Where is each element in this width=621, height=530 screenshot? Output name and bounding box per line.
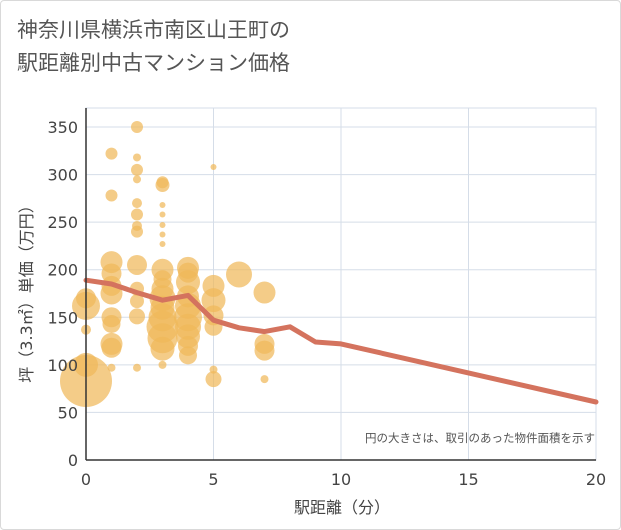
data-bubble [179, 346, 197, 365]
data-bubble [132, 198, 142, 209]
data-bubble [129, 308, 145, 325]
data-bubble [131, 163, 143, 176]
data-bubble [253, 281, 276, 304]
data-bubble [131, 121, 143, 134]
data-bubble [226, 261, 252, 288]
data-bubble [105, 189, 118, 202]
data-bubble [178, 262, 198, 283]
data-bubble [202, 274, 225, 297]
y-tick-label: 50 [58, 403, 78, 422]
y-tick-label: 0 [68, 451, 78, 470]
axes: 0 50 100 150 200 250 300 350 0 5 10 15 20 [47, 108, 606, 489]
data-bubble [209, 365, 218, 374]
data-bubble [254, 340, 275, 361]
chart-title-line-2: 駅距離別中古マンション価格 [17, 51, 290, 75]
data-bubble [102, 314, 121, 333]
data-bubble [132, 220, 142, 231]
data-bubble [260, 375, 269, 384]
x-tick-label: 10 [331, 470, 351, 489]
y-tick-label: 150 [47, 308, 78, 327]
data-bubble [159, 211, 166, 218]
data-bubble [133, 175, 141, 184]
data-bubble [133, 153, 141, 162]
data-bubble [133, 363, 141, 372]
y-tick-label: 250 [47, 213, 78, 232]
y-tick-label: 200 [47, 261, 78, 280]
data-bubble [107, 363, 116, 372]
data-bubble [159, 202, 166, 209]
data-bubble [101, 337, 122, 358]
data-bubble [153, 270, 172, 289]
data-bubble [210, 163, 217, 170]
y-tick-label: 300 [47, 166, 78, 185]
bubbles [60, 121, 276, 408]
x-tick-label: 0 [81, 470, 91, 489]
data-bubble [150, 336, 175, 361]
x-tick-label: 20 [586, 470, 606, 489]
trend-line-layer [83, 277, 599, 405]
chart-title-line-1: 神奈川県横浜市南区山王町の [17, 18, 290, 42]
data-bubble [131, 208, 143, 221]
data-bubble [205, 371, 222, 388]
data-bubble [105, 147, 118, 160]
data-bubble [150, 295, 175, 320]
data-bubble [159, 241, 166, 248]
average-price-line [83, 277, 599, 405]
y-tick-label: 350 [47, 118, 78, 137]
chart-title: 神奈川県横浜市南区山王町の 駅距離別中古マンション価格 [17, 14, 290, 80]
bubble-size-note: 円の大きさは、取引のあった物件面積を示す [365, 431, 595, 445]
x-tick-label: 15 [458, 470, 478, 489]
x-axis-title: 駅距離（分） [294, 498, 390, 517]
data-bubble [159, 231, 166, 238]
data-bubble [156, 176, 169, 189]
y-tick-label: 100 [47, 356, 78, 375]
data-bubble [158, 360, 167, 369]
y-axis-title: 坪（3.3㎡）単価（万円） [17, 197, 36, 382]
data-bubble [130, 294, 144, 309]
data-bubble [127, 254, 147, 275]
data-bubble [159, 222, 166, 229]
x-tick-label: 5 [208, 470, 218, 489]
